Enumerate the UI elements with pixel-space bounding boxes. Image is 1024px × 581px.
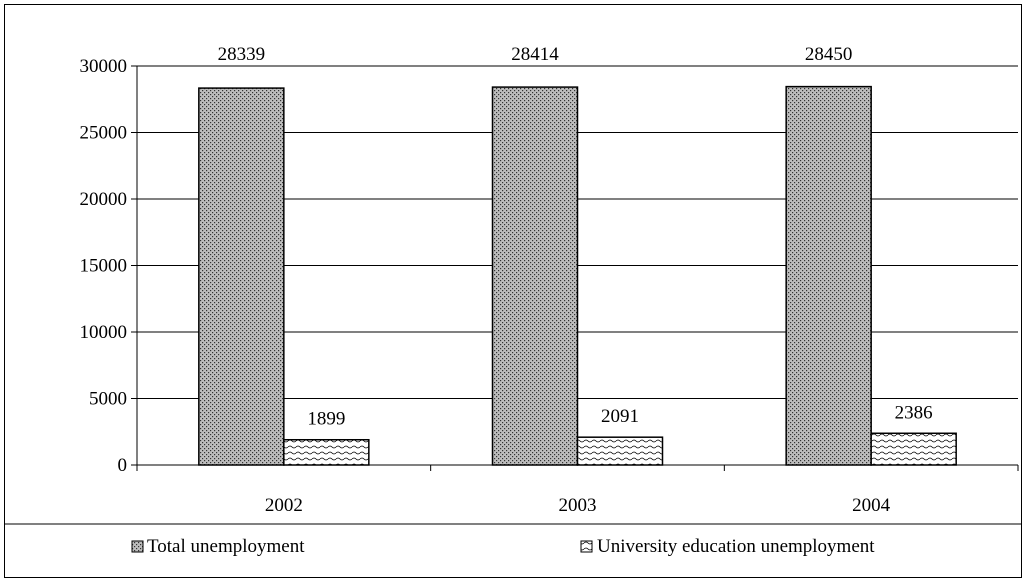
y-tick-label: 25000	[80, 123, 128, 144]
bar-university	[870, 432, 957, 466]
legend-label-university: University education unemployment	[597, 536, 875, 557]
bar-university	[576, 436, 664, 466]
bar-total	[198, 87, 285, 466]
bar-university	[283, 438, 370, 466]
data-label: 2386	[895, 402, 933, 423]
legend-swatch-total	[131, 540, 144, 553]
data-label: 28414	[511, 44, 559, 65]
bar-total	[785, 85, 872, 466]
data-label: 2091	[601, 406, 639, 427]
data-label: 28450	[805, 44, 853, 65]
data-label: 1899	[307, 409, 345, 430]
y-tick-label: 20000	[80, 189, 128, 210]
x-tick-label: 2002	[265, 495, 303, 516]
data-labels: 28339 1899 28414 2091 28450 2386	[218, 44, 933, 430]
legend-swatch-university	[580, 540, 593, 553]
bar-total	[491, 86, 579, 466]
x-tick-label: 2003	[559, 495, 597, 516]
y-ticks: 0 5000 10000 15000 20000 25000 30000	[80, 56, 137, 476]
y-tick-label: 10000	[80, 322, 128, 343]
y-tick-label: 5000	[89, 389, 127, 410]
y-tick-label: 15000	[80, 256, 128, 277]
bars	[198, 85, 957, 466]
data-label: 28339	[218, 44, 266, 65]
x-ticks: 2002 2003 2004	[136, 465, 1019, 516]
y-tick-label: 0	[118, 455, 128, 476]
x-tick-label: 2004	[852, 495, 891, 516]
y-tick-label: 30000	[80, 56, 128, 77]
legend-label-total: Total unemployment	[147, 536, 305, 557]
legend: Total unemployment University education …	[131, 536, 875, 557]
